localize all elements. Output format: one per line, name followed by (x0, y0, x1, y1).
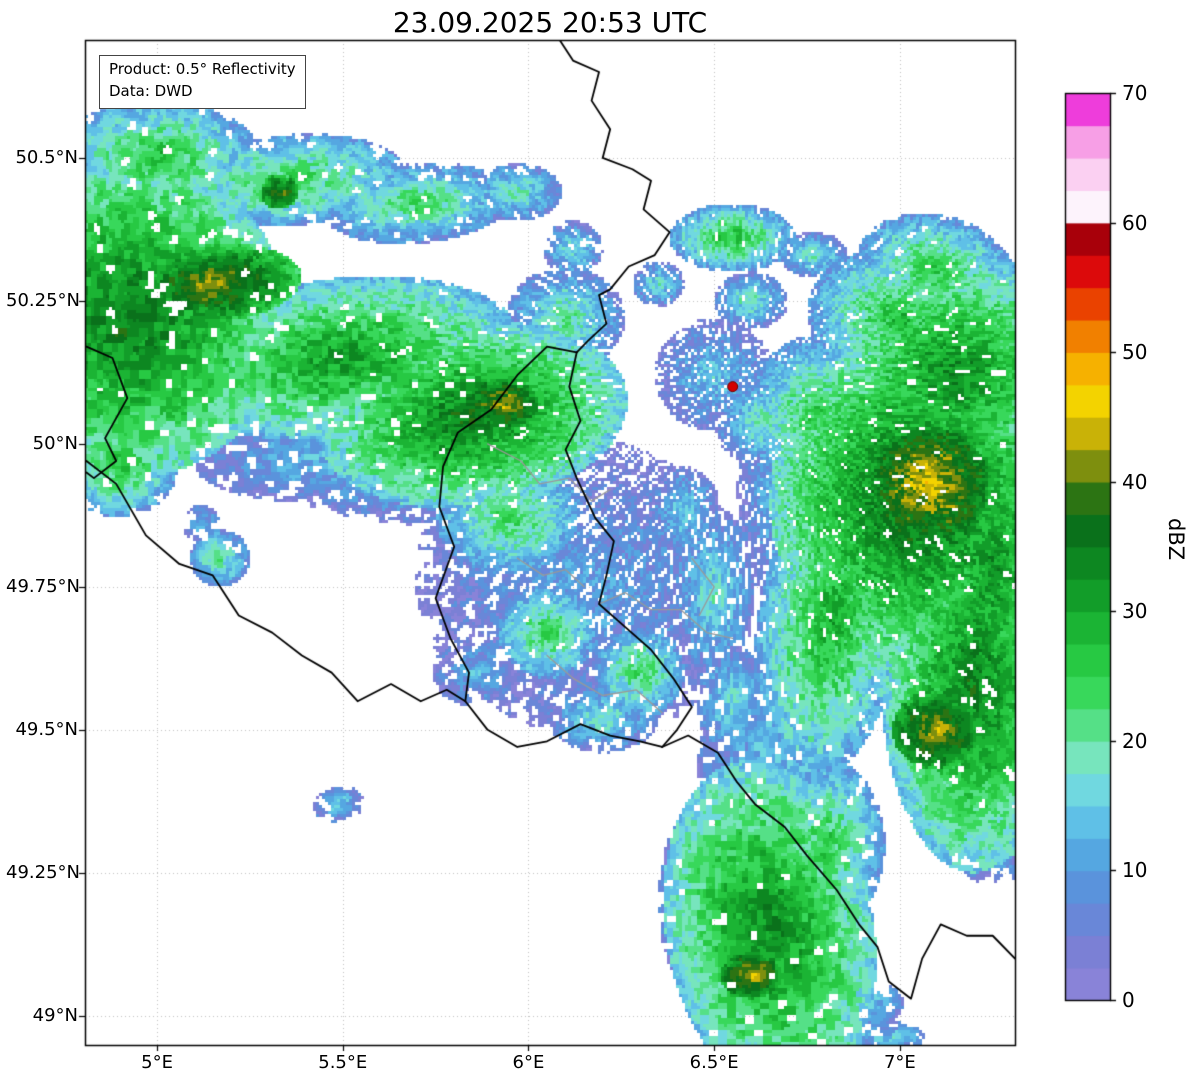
x-tick-label: 6°E (512, 1052, 545, 1073)
colorbar-tick-label: 0 (1122, 988, 1135, 1012)
product-info-box: Product: 0.5° Reflectivity Data: DWD (99, 55, 306, 109)
colorbar-tick-label: 30 (1122, 599, 1148, 624)
data-source-line: Data: DWD (109, 81, 193, 100)
x-tick-label: 5°E (141, 1052, 173, 1073)
y-tick-label: 49.5°N (15, 718, 78, 740)
product-line: Product: 0.5° Reflectivity (109, 60, 296, 78)
x-tick-label: 5.5°E (318, 1052, 368, 1073)
colorbar-tick-label: 60 (1122, 210, 1148, 235)
y-tick-label: 50.25°N (6, 289, 80, 311)
y-tick-label: 50.5°N (15, 146, 78, 168)
y-tick-label: 49.75°N (6, 575, 80, 597)
y-tick-label: 50°N (32, 432, 78, 454)
figure-title: 23.09.2025 20:53 UTC (392, 6, 708, 39)
colorbar-tick-label: 20 (1122, 728, 1148, 753)
x-tick-label: 6.5°E (689, 1052, 739, 1073)
y-tick-label: 49°N (32, 1004, 78, 1026)
x-tick-label: 7°E (883, 1052, 916, 1073)
y-tick-label: 49.25°N (6, 861, 80, 883)
colorbar-tick-label: 70 (1122, 81, 1148, 105)
colorbar-tick-label: 50 (1122, 340, 1148, 365)
colorbar-tick-label: 10 (1122, 858, 1148, 883)
colorbar-tick-label: 40 (1122, 469, 1148, 494)
colorbar-axis-label: dBZ (1164, 518, 1188, 561)
